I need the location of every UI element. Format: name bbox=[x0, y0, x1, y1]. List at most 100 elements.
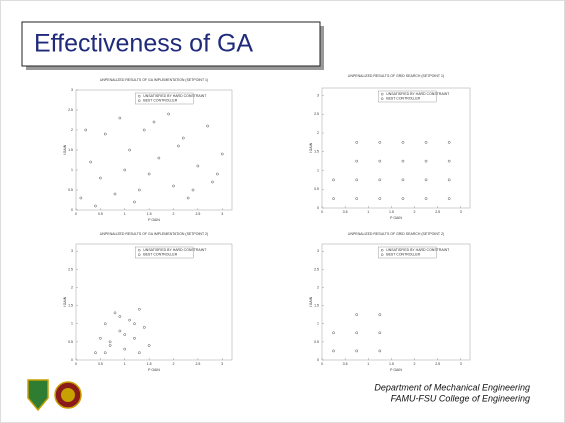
y-tick-label: 0.5 bbox=[314, 340, 319, 344]
x-axis-label: P GAIN bbox=[390, 216, 402, 220]
data-point bbox=[118, 329, 122, 333]
data-point bbox=[424, 178, 428, 182]
plot: UNPENALIZED RESULTS OF GA IMPLEMENTATION… bbox=[63, 78, 233, 222]
data-point bbox=[118, 116, 122, 120]
legend-marker bbox=[138, 94, 141, 98]
data-point bbox=[355, 141, 359, 144]
data-point bbox=[355, 159, 359, 163]
legend-label: UNSATISFIED BY HARD CONSTRAINT bbox=[386, 248, 450, 252]
legend-box bbox=[135, 246, 194, 259]
data-point bbox=[181, 136, 185, 140]
y-tick-label: 1.5 bbox=[68, 304, 73, 308]
plot-area bbox=[321, 87, 471, 209]
data-point bbox=[401, 141, 405, 144]
slide-title: Effectiveness of GA bbox=[34, 30, 253, 58]
data-point bbox=[138, 188, 141, 192]
legend-marker bbox=[380, 97, 384, 100]
data-point bbox=[186, 196, 190, 200]
data-point bbox=[211, 180, 214, 184]
data-point bbox=[191, 188, 195, 192]
x-tick-label: 2 bbox=[414, 210, 416, 214]
data-point bbox=[157, 156, 161, 160]
data-point bbox=[378, 141, 382, 144]
data-point bbox=[177, 144, 180, 148]
data-point bbox=[142, 326, 146, 329]
y-tick-label: 3 bbox=[71, 88, 73, 92]
data-point bbox=[424, 197, 428, 200]
x-tick-label: 3 bbox=[460, 210, 462, 214]
data-point bbox=[138, 351, 141, 355]
data-point bbox=[79, 196, 83, 200]
fsu-logo-center bbox=[61, 388, 75, 402]
y-tick-label: 3 bbox=[317, 249, 319, 253]
x-tick-label: 1 bbox=[124, 362, 126, 366]
data-point bbox=[447, 159, 451, 163]
plot-title: UNPENALIZED RESULTS OF GA IMPLEMENTATION… bbox=[100, 232, 208, 236]
x-tick-label: 0.5 bbox=[343, 210, 348, 214]
data-point bbox=[401, 197, 405, 200]
legend-label: BEST CONTROLLER bbox=[143, 253, 177, 257]
data-point bbox=[378, 313, 382, 317]
legend-marker bbox=[138, 99, 141, 102]
data-point bbox=[424, 159, 428, 163]
y-tick-label: 1 bbox=[71, 168, 73, 172]
y-tick-label: 0 bbox=[317, 358, 319, 362]
data-point bbox=[216, 172, 219, 176]
legend-marker bbox=[380, 92, 384, 96]
legend-box bbox=[378, 246, 437, 259]
x-tick-label: 2.5 bbox=[195, 362, 200, 366]
y-tick-label: 0 bbox=[71, 208, 73, 212]
data-point bbox=[113, 311, 117, 315]
data-point bbox=[378, 197, 382, 200]
y-tick-label: 2.5 bbox=[314, 267, 319, 271]
y-tick-label: 2.5 bbox=[68, 267, 73, 271]
data-point bbox=[128, 148, 131, 152]
plot: UNPENALIZED RESULTS OF GA IMPLEMENTATION… bbox=[63, 232, 233, 372]
legend-marker bbox=[138, 248, 141, 252]
y-tick-label: 2 bbox=[317, 131, 319, 135]
data-point bbox=[447, 197, 451, 200]
y-axis-label: I GAIN bbox=[309, 296, 313, 307]
x-tick-label: 2.5 bbox=[195, 212, 200, 216]
data-point bbox=[89, 160, 92, 164]
legend-label: BEST CONTROLLER bbox=[386, 253, 420, 257]
data-point bbox=[332, 197, 335, 200]
x-tick-label: 0.5 bbox=[98, 212, 103, 216]
y-tick-label: 1 bbox=[317, 322, 319, 326]
data-point bbox=[378, 159, 382, 163]
data-point bbox=[355, 313, 359, 317]
x-tick-label: 2.5 bbox=[435, 362, 440, 366]
title-box bbox=[21, 21, 321, 67]
x-tick-label: 1 bbox=[124, 212, 126, 216]
legend-marker bbox=[138, 253, 141, 256]
x-tick-label: 0.5 bbox=[343, 362, 348, 366]
y-tick-label: 0 bbox=[71, 358, 73, 362]
y-axis-label: I GAIN bbox=[63, 144, 67, 155]
plot-area bbox=[75, 243, 233, 361]
plot-area bbox=[321, 243, 471, 361]
data-point bbox=[84, 128, 88, 132]
x-axis-label: P GAIN bbox=[390, 368, 402, 372]
y-tick-label: 0.5 bbox=[314, 187, 319, 191]
data-point bbox=[94, 204, 97, 208]
y-tick-label: 2 bbox=[71, 128, 73, 132]
plot-title: UNPENALIZED RESULTS OF GA IMPLEMENTATION… bbox=[100, 78, 208, 82]
plot: UNPENALIZED RESULTS OF GRID SEARCH (SETP… bbox=[309, 74, 471, 220]
x-tick-label: 2 bbox=[414, 362, 416, 366]
y-tick-label: 3 bbox=[71, 249, 73, 253]
x-tick-label: 1.5 bbox=[389, 210, 394, 214]
x-tick-label: 0 bbox=[321, 210, 323, 214]
x-tick-label: 1 bbox=[367, 362, 369, 366]
data-point bbox=[147, 344, 151, 347]
data-point bbox=[118, 315, 122, 318]
data-point bbox=[378, 178, 382, 182]
data-point bbox=[123, 347, 127, 351]
footer-line: FAMU-FSU College of Engineering bbox=[391, 393, 530, 403]
data-point bbox=[108, 344, 112, 347]
data-point bbox=[99, 336, 102, 340]
data-point bbox=[128, 318, 131, 322]
y-tick-label: 1.5 bbox=[314, 150, 319, 154]
y-tick-label: 2.5 bbox=[68, 108, 73, 112]
data-point bbox=[103, 351, 107, 355]
